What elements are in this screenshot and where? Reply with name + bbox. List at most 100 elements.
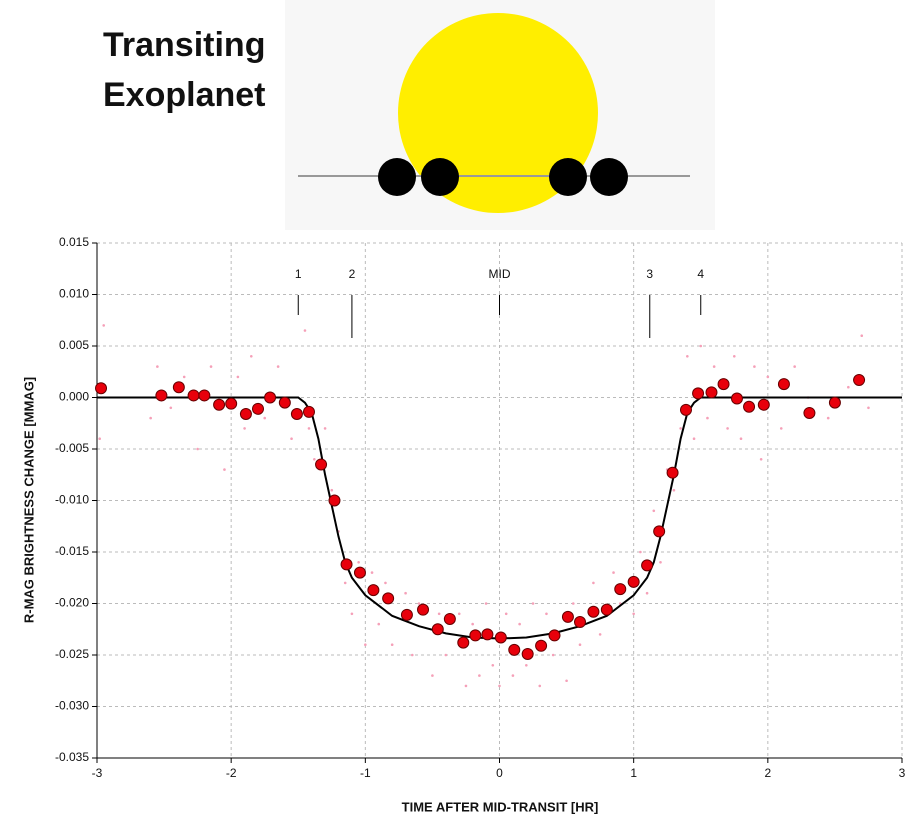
raw-point xyxy=(458,613,461,616)
binned-point xyxy=(718,379,729,390)
raw-point xyxy=(313,458,316,461)
raw-point xyxy=(793,365,796,368)
binned-point xyxy=(588,606,599,617)
raw-point xyxy=(760,458,763,461)
raw-point xyxy=(304,329,307,332)
binned-point xyxy=(536,640,547,651)
binned-point xyxy=(303,406,314,417)
raw-point xyxy=(646,592,649,595)
contact-label: 3 xyxy=(646,267,653,281)
binned-point xyxy=(214,399,225,410)
raw-point xyxy=(351,613,354,616)
raw-point xyxy=(679,427,682,430)
raw-point xyxy=(565,679,568,682)
raw-point xyxy=(377,623,380,626)
raw-point xyxy=(733,355,736,358)
raw-point xyxy=(639,551,642,554)
planet xyxy=(549,158,587,196)
page: {"illustration":{"title":["Transiting","… xyxy=(0,0,906,820)
binned-point xyxy=(444,613,455,624)
raw-point xyxy=(465,685,468,688)
raw-point xyxy=(384,582,387,585)
binned-point xyxy=(156,390,167,401)
raw-point xyxy=(169,407,172,410)
binned-point xyxy=(226,398,237,409)
binned-point xyxy=(509,644,520,655)
raw-point xyxy=(505,613,508,616)
binned-point xyxy=(829,397,840,408)
chart: Transiting Exoplanet TIME AFTER MID-TRAN… xyxy=(0,0,906,820)
binned-point xyxy=(731,393,742,404)
raw-point xyxy=(860,334,863,337)
raw-point xyxy=(196,448,199,451)
x-axis-title: TIME AFTER MID-TRANSIT [HR] xyxy=(402,799,599,814)
raw-point xyxy=(411,654,414,657)
raw-point xyxy=(149,417,152,420)
binned-point xyxy=(642,560,653,571)
raw-point xyxy=(478,674,481,677)
y-tick-label: 0.010 xyxy=(59,287,89,301)
raw-point xyxy=(357,561,360,564)
raw-point xyxy=(485,602,488,605)
binned-point xyxy=(173,382,184,393)
binned-point xyxy=(854,374,865,385)
illustration-title: Exoplanet xyxy=(103,76,265,114)
raw-point xyxy=(498,685,501,688)
raw-point xyxy=(767,376,770,379)
raw-point xyxy=(404,592,407,595)
binned-point xyxy=(96,383,107,394)
raw-point xyxy=(183,376,186,379)
raw-point xyxy=(867,407,870,410)
raw-point xyxy=(673,489,676,492)
raw-point xyxy=(223,468,226,471)
raw-point xyxy=(726,427,729,430)
binned-point xyxy=(418,604,429,615)
binned-point xyxy=(316,459,327,470)
y-tick-label: -0.015 xyxy=(55,544,89,558)
raw-point xyxy=(652,510,655,513)
planet xyxy=(590,158,628,196)
raw-point xyxy=(344,582,347,585)
y-tick-label: -0.030 xyxy=(55,699,89,713)
planet xyxy=(421,158,459,196)
raw-point xyxy=(518,623,521,626)
binned-point xyxy=(383,593,394,604)
raw-point xyxy=(545,613,548,616)
raw-point xyxy=(632,613,635,616)
raw-point xyxy=(102,324,105,327)
x-tick-label: -3 xyxy=(92,766,103,780)
x-tick-label: -1 xyxy=(360,766,371,780)
raw-point xyxy=(290,437,293,440)
contact-label: 1 xyxy=(295,267,302,281)
raw-point xyxy=(693,437,696,440)
raw-point xyxy=(538,685,541,688)
raw-point xyxy=(308,427,311,430)
binned-point xyxy=(470,630,481,641)
y-axis-title: R-MAG BRIGHTNESS CHANGE [MMAG] xyxy=(21,377,36,623)
raw-point xyxy=(512,674,515,677)
raw-point xyxy=(471,623,474,626)
binned-point xyxy=(354,567,365,578)
raw-point xyxy=(156,365,159,368)
x-tick-label: 0 xyxy=(496,766,503,780)
binned-point xyxy=(706,387,717,398)
binned-point xyxy=(279,397,290,408)
binned-point xyxy=(693,388,704,399)
raw-point xyxy=(713,365,716,368)
raw-point xyxy=(706,417,709,420)
raw-point xyxy=(532,602,535,605)
y-tick-label: -0.020 xyxy=(55,596,89,610)
y-tick-label: -0.010 xyxy=(55,493,89,507)
raw-point xyxy=(599,633,602,636)
binned-point xyxy=(628,576,639,587)
y-tick-label: 0.000 xyxy=(59,390,89,404)
raw-point xyxy=(780,427,783,430)
raw-point xyxy=(753,365,756,368)
raw-point xyxy=(579,643,582,646)
raw-point xyxy=(330,489,333,492)
x-tick-label: 3 xyxy=(899,766,906,780)
binned-point xyxy=(401,609,412,620)
binned-point xyxy=(667,467,678,478)
binned-point xyxy=(188,390,199,401)
contact-label: MID xyxy=(489,267,511,281)
